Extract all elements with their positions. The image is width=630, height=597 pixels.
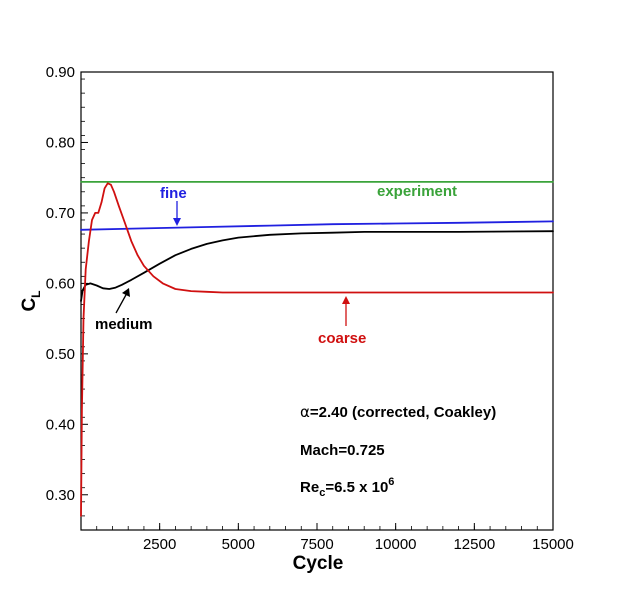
x-tick-label: 7500 [300, 536, 333, 553]
re-value: =6.5 x 10 [325, 479, 388, 496]
y-tick-label: 0.80 [46, 134, 75, 151]
alpha-symbol: α [300, 403, 310, 421]
series-line-medium [80, 230, 554, 302]
alpha-text: =2.40 (corrected, Coakley) [310, 404, 496, 421]
y-axis-title-main: C [19, 298, 40, 312]
x-tick-label: 2500 [143, 536, 176, 553]
series-layer [80, 180, 554, 517]
series-line-coarse [80, 182, 554, 517]
arrow-medium [115, 288, 130, 314]
x-axis-ticks: 2500 5000 7500 10000 12500 15000 [96, 523, 574, 553]
condition-alpha: α=2.40 (corrected, Coakley) [300, 403, 496, 421]
y-tick-label: 0.50 [46, 346, 75, 363]
y-tick-label: 0.30 [46, 487, 75, 504]
label-medium: medium [95, 316, 153, 333]
x-tick-label: 12500 [453, 536, 495, 553]
y-axis-title-sub: L [29, 290, 43, 297]
x-tick-label: 10000 [375, 536, 417, 553]
re-sub: c [319, 487, 325, 499]
x-tick-label: 5000 [222, 536, 255, 553]
label-coarse: coarse [318, 330, 366, 347]
y-tick-label: 0.40 [46, 416, 75, 433]
y-tick-label: 0.60 [46, 275, 75, 292]
plot-frame [80, 71, 554, 531]
label-fine: fine [160, 185, 187, 202]
x-axis-title: Cycle [293, 553, 344, 574]
arrow-fine [173, 201, 181, 226]
series-line-fine [80, 220, 554, 231]
y-axis-title: CL [19, 290, 43, 311]
y-tick-label: 0.70 [46, 205, 75, 222]
re-exp: 6 [388, 476, 394, 488]
condition-reynolds: Rec=6.5 x 106 [300, 476, 394, 499]
label-experiment: experiment [377, 183, 457, 200]
re-main: Re [300, 479, 319, 496]
svg-text:CL: CL [19, 290, 43, 311]
arrow-coarse [342, 296, 350, 326]
x-tick-label: 15000 [532, 536, 574, 553]
condition-mach: Mach=0.725 [300, 442, 385, 459]
y-tick-label: 0.90 [46, 64, 75, 81]
